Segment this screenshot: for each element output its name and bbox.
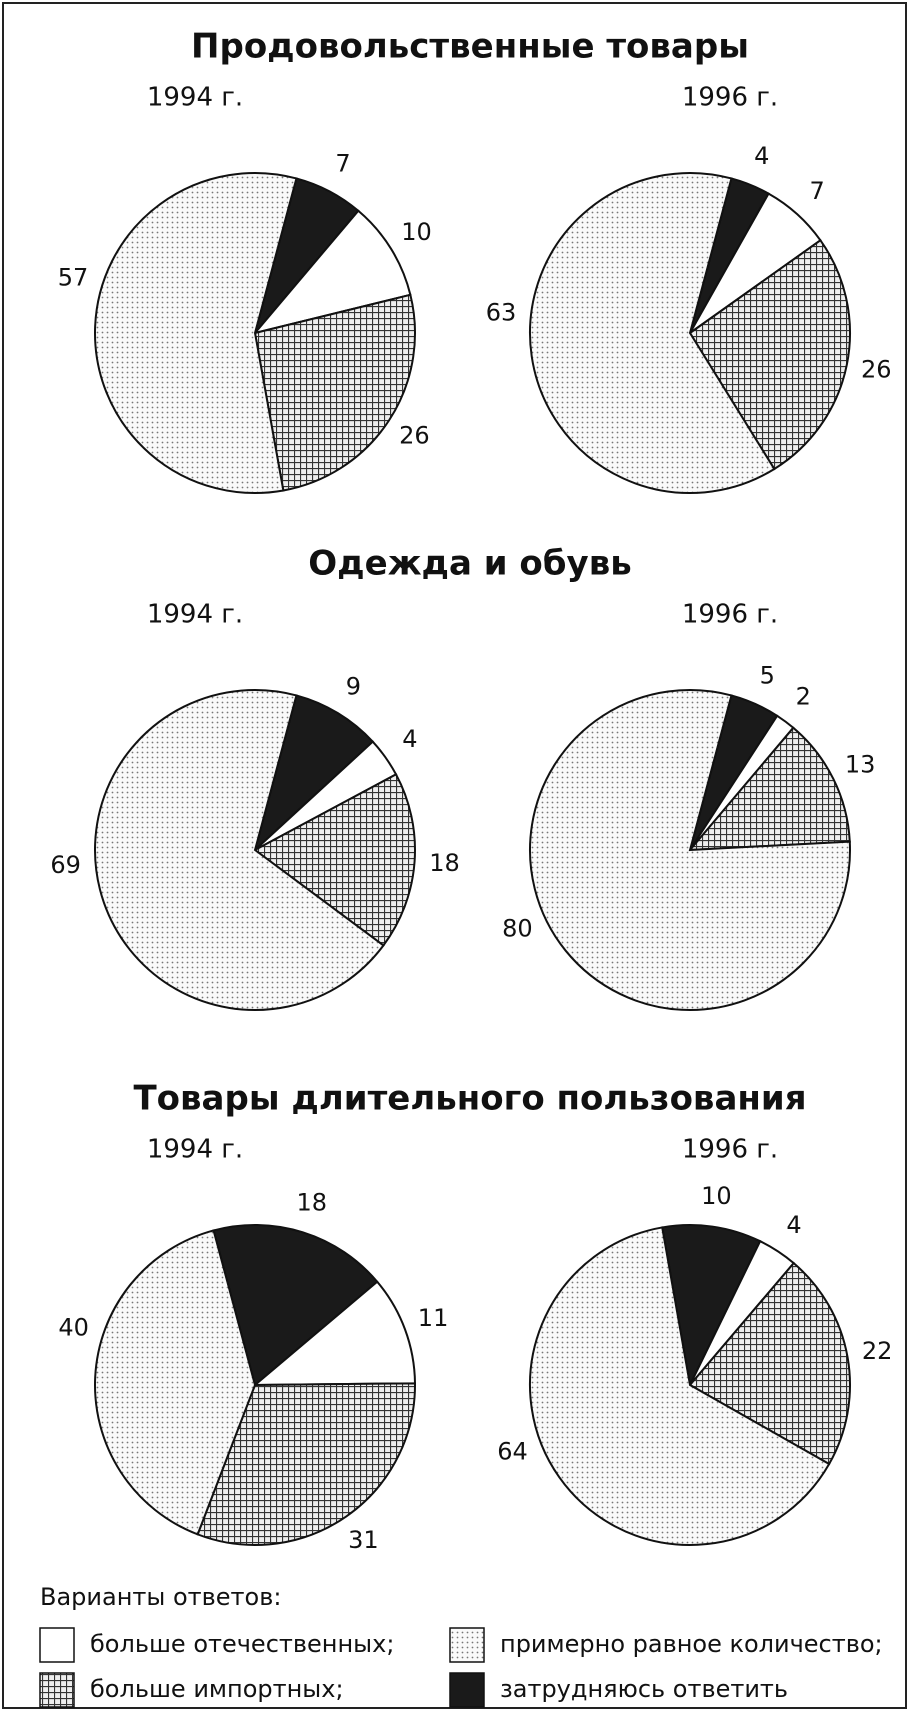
pie-slice	[94, 689, 385, 1011]
pie-title: 1996 г.	[682, 1135, 778, 1165]
value-label: 57	[58, 263, 89, 291]
value-label: 26	[399, 421, 430, 449]
value-label: 5	[760, 661, 775, 689]
pie-title: 1994 г.	[147, 83, 243, 113]
value-label: 13	[845, 751, 876, 779]
pie-slice	[94, 1229, 257, 1536]
pie-slice	[252, 209, 412, 335]
pie-slice	[253, 694, 375, 854]
value-label: 26	[861, 356, 892, 384]
value-label: 18	[429, 849, 460, 877]
legend-label: больше импортных;	[90, 1675, 344, 1703]
pie-slice	[688, 238, 851, 471]
legend-swatch	[449, 1672, 485, 1708]
value-label: 80	[502, 914, 533, 942]
pie-slice	[529, 689, 851, 1011]
value-label: 10	[701, 1182, 732, 1210]
pie-slice	[253, 293, 416, 492]
pie-slice	[661, 1224, 762, 1389]
legend-label: больше отечественных;	[90, 1630, 394, 1658]
value-label: 22	[862, 1337, 893, 1365]
value-label: 18	[297, 1189, 328, 1217]
pie-title: 1994 г.	[147, 600, 243, 630]
legend-swatch	[449, 1627, 485, 1663]
value-label: 64	[497, 1438, 528, 1466]
legend-swatch	[39, 1627, 75, 1663]
value-label: 10	[401, 218, 432, 246]
pie-title: 1994 г.	[147, 1135, 243, 1165]
value-label: 7	[335, 150, 350, 178]
pie-title: 1996 г.	[682, 600, 778, 630]
legend-swatch	[39, 1672, 75, 1708]
value-label: 2	[796, 682, 811, 710]
pie-slice	[212, 1224, 379, 1387]
value-label: 69	[50, 851, 81, 879]
pie-slice	[252, 1280, 417, 1387]
group-title: Одежда и обувь	[308, 544, 631, 584]
pie-slice	[688, 1261, 851, 1466]
value-label: 63	[486, 298, 517, 326]
pie-slice	[687, 726, 851, 852]
pie-slice	[253, 773, 416, 947]
value-label: 11	[418, 1304, 449, 1332]
value-label: 7	[809, 177, 824, 205]
value-label: 4	[402, 725, 417, 753]
group-title: Товары длительного пользования	[133, 1079, 806, 1119]
pie-slice	[196, 1382, 416, 1546]
value-label: 31	[348, 1526, 379, 1554]
pie-slice	[529, 1226, 831, 1546]
value-label: 4	[754, 142, 769, 170]
pie-slice	[529, 172, 776, 494]
value-label: 40	[58, 1313, 89, 1341]
legend-label: примерно равное количество;	[500, 1630, 883, 1658]
pie-slice	[94, 172, 298, 494]
legend-title: Варианты ответов:	[40, 1583, 281, 1611]
legend-label: затрудняюсь ответить	[500, 1675, 788, 1703]
pie-title: 1996 г.	[682, 83, 778, 113]
value-label: 4	[786, 1211, 801, 1239]
value-label: 9	[346, 672, 361, 700]
group-title: Продовольственные товары	[191, 27, 749, 67]
